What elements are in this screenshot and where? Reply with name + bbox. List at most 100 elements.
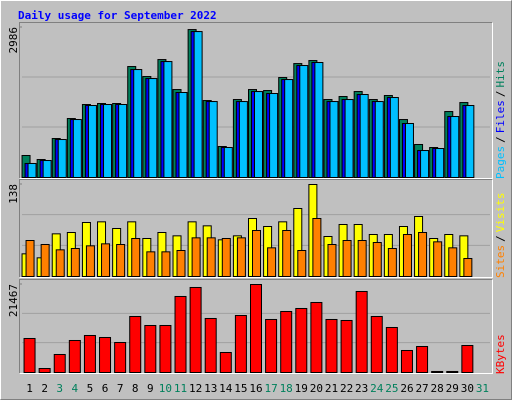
x-tick-label: 27	[415, 382, 428, 395]
x-tick-label: 22	[340, 382, 353, 395]
bar	[355, 290, 368, 374]
bar	[57, 139, 67, 178]
bar	[161, 251, 171, 277]
y-tick-label: 138	[7, 184, 20, 204]
bar	[204, 317, 217, 374]
x-tick-label: 26	[400, 382, 413, 395]
panel-bevel	[19, 279, 493, 374]
bar	[342, 240, 352, 277]
legend: KBytes	[494, 334, 507, 374]
x-tick-label: 7	[117, 382, 124, 395]
bar	[101, 243, 111, 277]
bar	[461, 344, 474, 374]
x-tick-label: 5	[87, 382, 94, 395]
bar	[85, 245, 95, 277]
bar	[238, 101, 248, 178]
bar	[269, 93, 279, 178]
bar	[174, 295, 187, 373]
bar	[178, 92, 188, 178]
bar	[189, 286, 202, 373]
bar	[372, 242, 382, 277]
panel-bevel	[19, 22, 493, 179]
x-tick-label: 3	[56, 382, 63, 395]
bar	[27, 162, 37, 178]
x-tick-label: 28	[431, 382, 444, 395]
bar	[357, 240, 367, 277]
bar	[402, 234, 412, 277]
x-tick-label: 30	[461, 382, 474, 395]
bar	[87, 105, 97, 178]
x-tick-label: 1	[26, 382, 33, 395]
bar	[42, 160, 52, 179]
bar	[25, 240, 35, 277]
bar	[387, 248, 397, 277]
bar	[250, 284, 262, 373]
bar	[118, 104, 128, 178]
bar	[193, 31, 203, 179]
bar	[144, 324, 157, 373]
legend-entry: Pages	[494, 146, 507, 179]
bar	[359, 94, 369, 178]
bar	[234, 314, 247, 373]
bar	[297, 250, 307, 277]
bar	[280, 310, 293, 373]
x-tick-label: 11	[174, 382, 187, 395]
bar	[70, 248, 80, 277]
legend-separator: /	[494, 91, 507, 98]
bar	[176, 250, 186, 277]
bar	[284, 79, 294, 178]
legend: Sites / Visits	[494, 193, 507, 279]
bar	[254, 91, 263, 178]
bar	[236, 237, 246, 277]
bar	[416, 345, 429, 374]
legend: Pages / Files / Hits	[494, 61, 507, 179]
x-tick-label: 14	[219, 382, 233, 395]
bar	[340, 319, 353, 373]
panel-bevel	[19, 179, 493, 278]
bar	[72, 119, 82, 178]
legend-entry: Hits	[494, 61, 507, 88]
bar	[325, 318, 338, 373]
bar	[129, 315, 142, 374]
bar	[344, 99, 354, 178]
bar	[450, 116, 460, 178]
x-tick-label: 9	[147, 382, 154, 395]
bar	[374, 101, 384, 178]
y-tick-label: 21467	[7, 284, 20, 317]
bar	[314, 62, 324, 178]
x-tick-label: 25	[385, 382, 398, 395]
x-tick-label: 10	[159, 382, 172, 395]
bar	[400, 349, 413, 373]
x-tick-label: 15	[234, 382, 247, 395]
x-tick-label: 12	[189, 382, 202, 395]
bar	[68, 339, 81, 374]
x-tick-label: 18	[280, 382, 293, 395]
bar	[299, 65, 309, 178]
bar	[282, 230, 292, 277]
x-tick-label: 19	[295, 382, 308, 395]
x-tick-label: 13	[204, 382, 217, 395]
x-tick-label: 23	[355, 382, 368, 395]
bar	[83, 334, 96, 374]
x-tick-label: 31	[476, 382, 489, 395]
bar	[146, 251, 156, 277]
bar	[463, 258, 473, 277]
bar	[191, 237, 201, 277]
y-tick-label: 2986	[7, 27, 20, 54]
legend-entry: KBytes	[494, 334, 507, 374]
bar	[312, 218, 322, 277]
bar	[385, 326, 398, 374]
bar	[329, 101, 339, 178]
legend-entry: Visits	[494, 193, 507, 233]
x-tick-label: 8	[132, 382, 139, 395]
panel-bevel	[19, 279, 493, 374]
x-tick-label: 4	[72, 382, 79, 395]
bar	[404, 122, 414, 179]
bar	[252, 230, 261, 277]
bar	[431, 370, 444, 373]
bar	[420, 150, 430, 178]
bar	[103, 104, 113, 178]
legend-separator: /	[494, 235, 507, 242]
